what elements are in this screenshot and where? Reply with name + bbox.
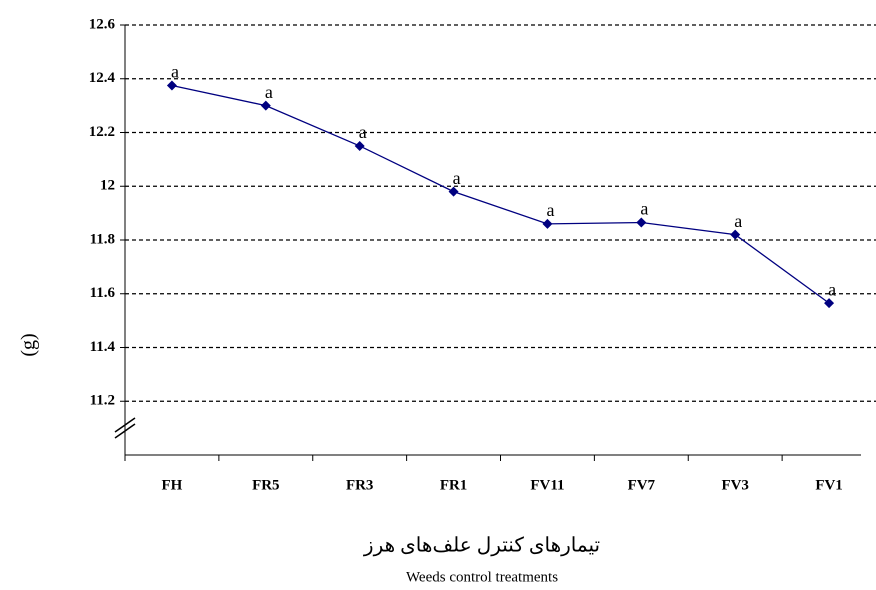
marker: [166, 80, 177, 91]
x-tick-label: FR5: [252, 477, 280, 493]
marker: [542, 218, 553, 229]
marker: [354, 140, 365, 151]
y-axis-label: (g): [18, 333, 40, 356]
axis-break: [114, 423, 136, 439]
axis-break: [114, 417, 136, 433]
line: [171, 84, 830, 304]
point-label: a: [453, 168, 461, 188]
y-tick-label: 12.4: [89, 70, 116, 86]
marker: [824, 298, 835, 309]
x-axis-label-en: Weeds control treatments: [406, 569, 558, 585]
point-label: a: [265, 82, 273, 102]
x-tick-label: FH: [162, 477, 183, 493]
point-label: a: [546, 200, 554, 220]
y-tick-label: 12: [100, 178, 115, 194]
point-label: a: [828, 279, 836, 299]
point-label: a: [734, 211, 742, 231]
x-tick-label: FV7: [628, 477, 656, 493]
point-label: a: [171, 62, 179, 82]
y-tick-label: 12.6: [89, 16, 116, 32]
marker: [448, 186, 459, 197]
y-tick-label: 11.4: [90, 339, 116, 355]
x-tick-label: FR3: [346, 477, 374, 493]
y-tick-label: 12.2: [89, 124, 115, 140]
y-tick-label: 11.8: [90, 231, 115, 247]
marker: [636, 217, 647, 228]
y-tick-label: 11.2: [90, 393, 115, 409]
x-tick-label: FV1: [815, 477, 843, 493]
x-tick-label: FV3: [721, 477, 749, 493]
marker: [730, 229, 741, 240]
point-label: a: [640, 199, 648, 219]
y-tick-label: 11.6: [90, 285, 116, 301]
x-axis-label: تیمارهای کنترل علف‌های هرز: [363, 535, 600, 557]
marker: [260, 100, 271, 111]
x-tick-label: FR1: [440, 477, 468, 493]
point-label: a: [359, 122, 367, 142]
x-tick-label: FV11: [530, 477, 564, 493]
